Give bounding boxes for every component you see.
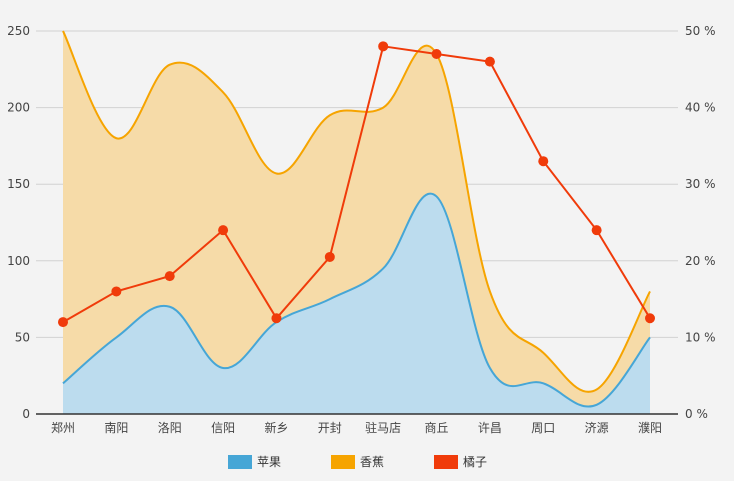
data-point[interactable] — [645, 313, 655, 324]
x-tick-label: 开封 — [318, 421, 342, 435]
x-tick-label: 周口 — [531, 421, 555, 435]
data-point[interactable] — [111, 286, 122, 297]
legend-label[interactable]: 苹果 — [257, 455, 281, 469]
area-line — [62, 30, 651, 393]
series-banana — [62, 30, 651, 414]
data-point[interactable] — [484, 56, 495, 67]
y-left-tick-label: 100 — [7, 254, 30, 268]
y-left-tick-label: 50 — [15, 330, 30, 344]
y-right-tick-label: 40 % — [685, 101, 716, 115]
data-point[interactable] — [271, 313, 282, 324]
x-tick-label: 洛阳 — [158, 420, 182, 435]
area-line — [62, 192, 651, 408]
x-tick-label: 信阳 — [211, 421, 235, 435]
legend-label[interactable]: 香蕉 — [360, 455, 384, 469]
data-point[interactable] — [378, 41, 389, 52]
legend-swatch[interactable] — [434, 455, 458, 469]
y-left-tick-label: 200 — [7, 101, 30, 115]
data-point[interactable] — [591, 225, 602, 236]
legend-swatch[interactable] — [331, 455, 355, 469]
y-left-tick-label: 0 — [22, 407, 30, 421]
data-point[interactable] — [324, 251, 335, 262]
x-tick-label: 驻马店 — [365, 420, 401, 435]
legend-swatch[interactable] — [228, 455, 252, 469]
x-tick-label: 商丘 — [425, 420, 449, 435]
y-right-tick-label: 20 % — [685, 254, 716, 268]
data-point[interactable] — [58, 317, 68, 328]
legend: 苹果 香蕉 橘子 — [228, 454, 487, 469]
series-orange — [58, 41, 655, 328]
data-point[interactable] — [538, 156, 549, 167]
series-apple — [62, 192, 651, 414]
x-tick-label: 濮阳 — [638, 420, 662, 435]
x-tick-label: 济源 — [585, 420, 609, 435]
y-right-tick-label: 30 % — [685, 177, 716, 191]
x-tick-label: 郑州 — [51, 420, 75, 435]
x-tick-label: 南阳 — [104, 420, 128, 435]
data-point[interactable] — [218, 225, 229, 236]
y-right-tick-label: 50 % — [685, 24, 716, 38]
data-point[interactable] — [431, 48, 442, 59]
x-tick-label: 许昌 — [478, 421, 502, 435]
y-left-tick-label: 150 — [7, 177, 30, 191]
area-fill — [63, 31, 650, 414]
y-right-tick-label: 10 % — [685, 330, 716, 344]
x-tick-label: 新乡 — [264, 420, 288, 435]
line-series — [62, 45, 651, 323]
y-left-tick-label: 250 — [7, 24, 30, 38]
axes: 0 50 100 150 200 250 0 % 10 % 20 % 30 % 40 % 50 % 郑州… — [7, 24, 715, 435]
y-right-tick-label: 0 % — [685, 407, 708, 421]
data-point[interactable] — [164, 271, 175, 282]
legend-label[interactable]: 橘子 — [463, 454, 487, 469]
